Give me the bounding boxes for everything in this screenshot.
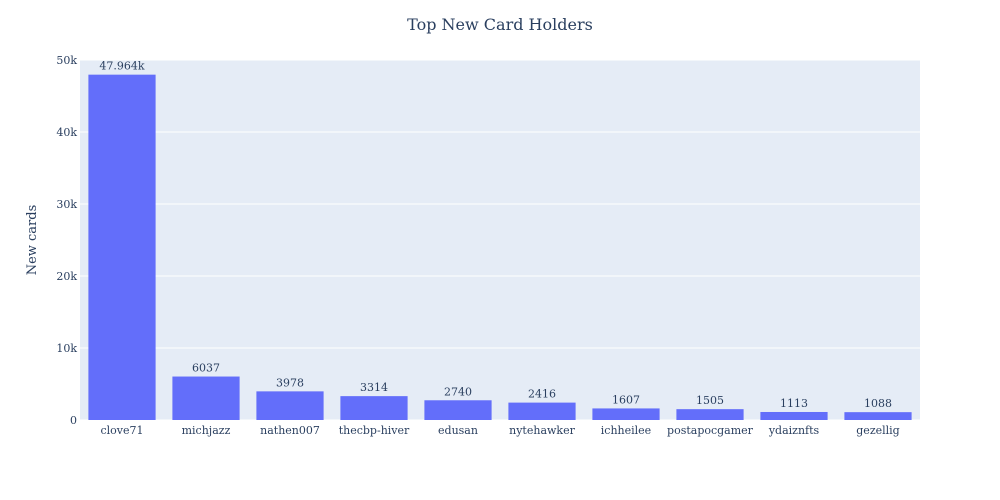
y-axis-ticks: 0 10k 20k 30k 40k 50k bbox=[56, 54, 77, 427]
bar-value-label: 6037 bbox=[192, 362, 220, 375]
x-tick-label: nathen007 bbox=[260, 424, 320, 437]
x-tick-label: nytehawker bbox=[509, 424, 575, 437]
x-tick-label: postapocgamer bbox=[667, 424, 754, 437]
y-axis-title: New cards bbox=[25, 205, 40, 276]
x-tick-label: gezellig bbox=[856, 424, 899, 437]
y-tick-label: 10k bbox=[56, 342, 77, 355]
y-tick-label: 30k bbox=[56, 198, 77, 211]
bar-nathen007[interactable] bbox=[256, 391, 324, 420]
bar-ydaiznfts[interactable] bbox=[760, 411, 828, 420]
bar-value-label: 47.964k bbox=[99, 60, 144, 73]
x-tick-label: edusan bbox=[438, 424, 478, 437]
bar-value-label: 1505 bbox=[696, 394, 724, 407]
bar-value-label: 3314 bbox=[360, 381, 388, 394]
x-tick-label: ichheilee bbox=[601, 424, 651, 437]
bar-value-label: 1088 bbox=[864, 397, 892, 410]
bar-value-label: 2740 bbox=[444, 385, 472, 398]
x-axis-ticks: clove71 michjazz nathen007 thecbp-hiver edus… bbox=[100, 424, 899, 437]
bar-value-label: 1113 bbox=[780, 397, 808, 410]
x-tick-label: thecbp-hiver bbox=[339, 424, 410, 437]
bar-gezellig[interactable] bbox=[844, 412, 912, 420]
bar-thecbp-hiver[interactable] bbox=[340, 396, 408, 420]
y-tick-label: 50k bbox=[56, 54, 77, 67]
bar-edusan[interactable] bbox=[424, 400, 492, 420]
bar-value-label: 1607 bbox=[612, 393, 640, 406]
bar-michjazz[interactable] bbox=[172, 376, 240, 420]
bar-value-labels: 47.964k 6037 3978 3314 2740 2416 1607 1505 1113 1… bbox=[99, 60, 892, 411]
y-tick-label: 40k bbox=[56, 126, 77, 139]
bar-value-label: 3978 bbox=[276, 376, 304, 389]
plot-area bbox=[80, 60, 920, 420]
bar-clove71[interactable] bbox=[88, 74, 156, 420]
x-tick-label: clove71 bbox=[100, 424, 143, 437]
bar-nytehawker[interactable] bbox=[508, 402, 576, 420]
bar-postapocgamer[interactable] bbox=[676, 409, 744, 420]
bars bbox=[88, 74, 912, 420]
y-tick-label: 0 bbox=[70, 414, 77, 427]
y-tick-label: 20k bbox=[56, 270, 77, 283]
bar-value-label: 2416 bbox=[528, 388, 556, 401]
bar-ichheilee[interactable] bbox=[592, 408, 660, 420]
x-tick-label: ydaiznfts bbox=[768, 424, 820, 437]
x-tick-label: michjazz bbox=[182, 424, 231, 437]
chart-title: Top New Card Holders bbox=[407, 15, 593, 34]
